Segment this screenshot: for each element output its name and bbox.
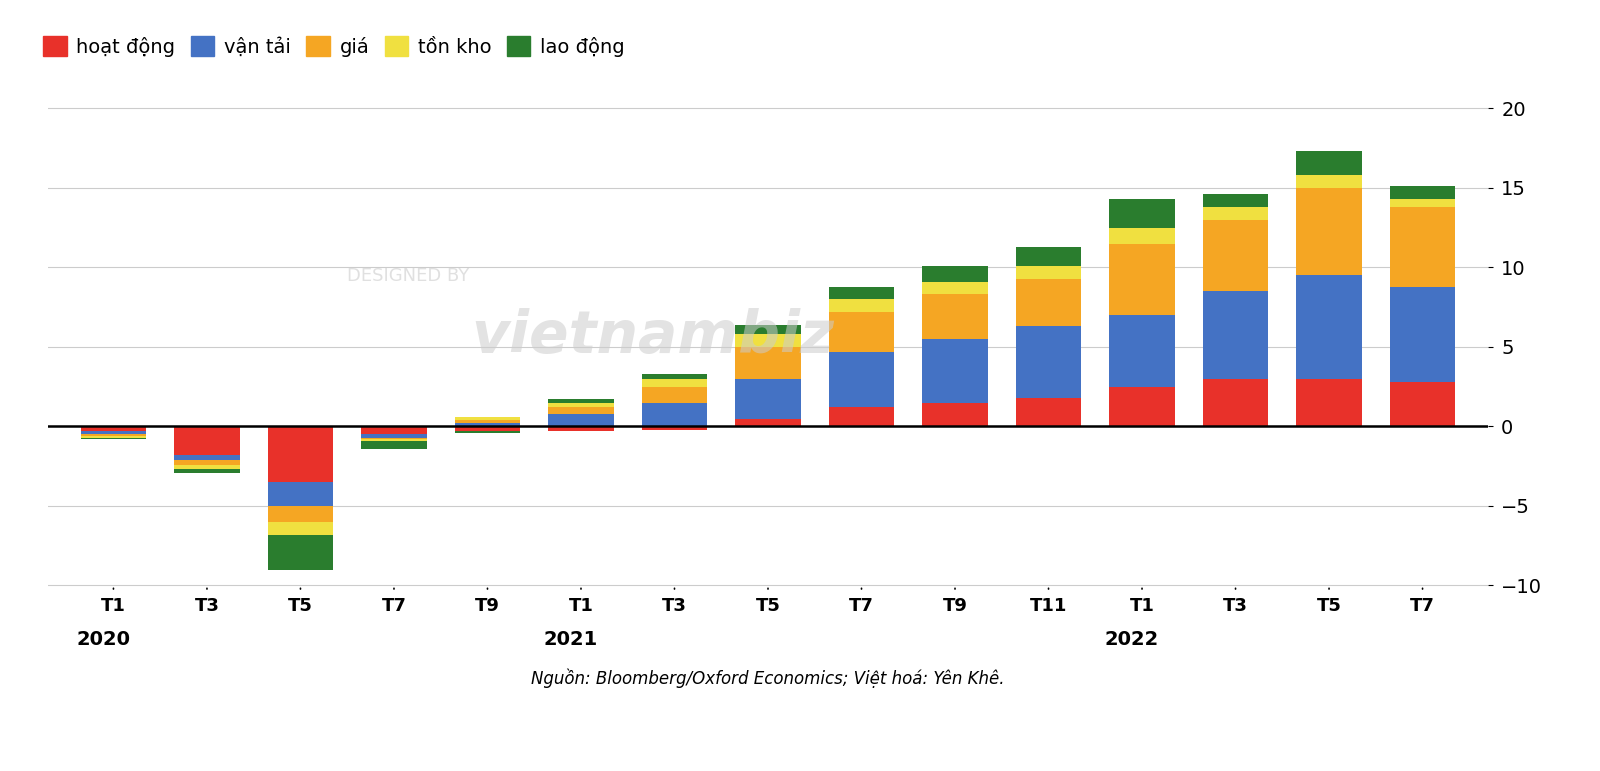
Bar <box>1109 315 1174 387</box>
Bar <box>922 281 987 295</box>
Text: T7: T7 <box>381 597 406 614</box>
Bar <box>1203 291 1269 379</box>
Bar <box>829 299 894 312</box>
Text: T3: T3 <box>1222 597 1248 614</box>
Bar <box>362 426 427 434</box>
Bar <box>1203 220 1269 291</box>
Bar <box>922 339 987 402</box>
Text: T3: T3 <box>195 597 219 614</box>
Text: T7: T7 <box>850 597 874 614</box>
Text: T9: T9 <box>942 597 968 614</box>
Bar <box>362 439 427 441</box>
Bar <box>1016 326 1082 398</box>
Bar <box>80 426 146 431</box>
Bar <box>1296 188 1362 275</box>
Bar <box>549 414 614 426</box>
Bar <box>174 426 240 455</box>
Bar <box>1390 199 1456 207</box>
Bar <box>267 482 333 506</box>
Bar <box>80 436 146 438</box>
Bar <box>642 402 707 426</box>
Text: vietnambiz: vietnambiz <box>472 308 834 365</box>
Bar <box>1296 151 1362 175</box>
Bar <box>1390 287 1456 382</box>
Bar <box>267 426 333 482</box>
Text: T3: T3 <box>662 597 686 614</box>
Text: T7: T7 <box>1410 597 1435 614</box>
Bar <box>736 379 800 419</box>
Bar <box>454 423 520 426</box>
Text: T1: T1 <box>568 597 594 614</box>
Bar <box>922 402 987 426</box>
Text: T11: T11 <box>1030 597 1067 614</box>
Bar <box>454 420 520 423</box>
Bar <box>267 534 333 570</box>
Bar <box>1203 379 1269 426</box>
Bar <box>549 402 614 407</box>
Bar <box>642 387 707 402</box>
Text: T5: T5 <box>755 597 781 614</box>
Bar <box>1016 266 1082 278</box>
Bar <box>922 266 987 281</box>
Bar <box>736 347 800 379</box>
Bar <box>1390 382 1456 426</box>
Legend: hoạt động, vận tải, giá, tồn kho, lao động: hoạt động, vận tải, giá, tồn kho, lao độ… <box>43 36 624 56</box>
Bar <box>736 335 800 347</box>
Text: T1: T1 <box>1130 597 1155 614</box>
Bar <box>1016 278 1082 326</box>
Bar <box>736 419 800 426</box>
Bar <box>1109 244 1174 315</box>
Bar <box>80 438 146 439</box>
Text: T9: T9 <box>475 597 499 614</box>
Bar <box>362 441 427 449</box>
Bar <box>174 460 240 465</box>
Bar <box>1016 398 1082 426</box>
Bar <box>642 379 707 387</box>
Bar <box>1109 387 1174 426</box>
Bar <box>1016 247 1082 266</box>
Bar <box>642 374 707 379</box>
Bar <box>829 407 894 426</box>
Bar <box>642 426 707 429</box>
Bar <box>1203 194 1269 207</box>
Bar <box>829 312 894 352</box>
Bar <box>549 426 614 431</box>
Text: 2021: 2021 <box>544 630 598 649</box>
Bar <box>80 434 146 436</box>
Bar <box>829 287 894 299</box>
Bar <box>1296 275 1362 379</box>
Bar <box>174 465 240 470</box>
Bar <box>1109 199 1174 227</box>
Bar <box>1203 207 1269 220</box>
Bar <box>736 325 800 335</box>
Bar <box>267 522 333 534</box>
Bar <box>1390 187 1456 199</box>
Text: DESIGNED BY: DESIGNED BY <box>347 267 469 284</box>
Bar <box>549 407 614 414</box>
Text: T5: T5 <box>1317 597 1341 614</box>
Bar <box>922 295 987 339</box>
Bar <box>1296 379 1362 426</box>
Text: 2020: 2020 <box>77 630 130 649</box>
Bar <box>174 470 240 473</box>
Bar <box>362 434 427 438</box>
Bar <box>267 506 333 522</box>
Bar <box>1390 207 1456 287</box>
Bar <box>549 399 614 402</box>
Bar <box>362 438 427 439</box>
Bar <box>829 352 894 407</box>
Bar <box>454 431 520 433</box>
Bar <box>454 417 520 420</box>
Bar <box>80 431 146 434</box>
Text: Nguồn: Bloomberg/Oxford Economics; Việt hoá: Yên Khê.: Nguồn: Bloomberg/Oxford Economics; Việt … <box>531 668 1005 688</box>
Bar <box>454 426 520 431</box>
Bar <box>174 455 240 460</box>
Text: T1: T1 <box>101 597 126 614</box>
Text: T5: T5 <box>288 597 314 614</box>
Text: 2022: 2022 <box>1104 630 1158 649</box>
Bar <box>1109 227 1174 244</box>
Bar <box>1296 175 1362 188</box>
